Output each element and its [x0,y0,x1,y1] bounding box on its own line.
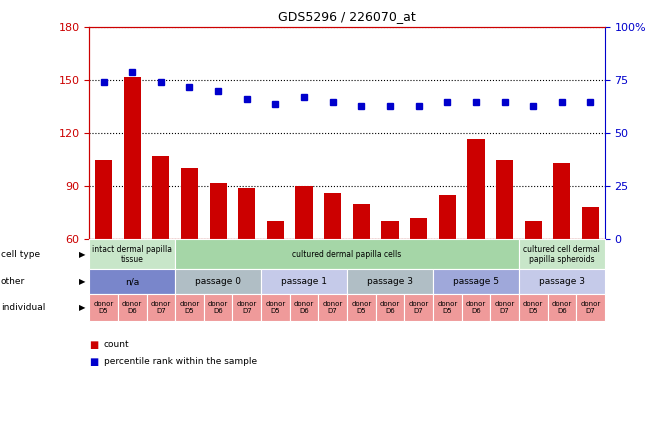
Text: ▶: ▶ [79,250,86,259]
Text: ■: ■ [89,357,98,367]
Text: donor
D5: donor D5 [265,301,286,314]
Text: donor
D5: donor D5 [523,301,543,314]
Bar [124,77,141,239]
Text: GDS5296 / 226070_at: GDS5296 / 226070_at [278,10,416,23]
Text: percentile rank within the sample: percentile rank within the sample [104,357,257,366]
Text: cultured dermal papilla cells: cultured dermal papilla cells [292,250,402,259]
Text: ▶: ▶ [79,303,86,312]
Bar [267,221,284,239]
Bar [210,183,227,239]
Text: other: other [1,277,25,286]
Text: donor
D6: donor D6 [552,301,572,314]
Text: passage 5: passage 5 [453,277,499,286]
Bar [238,188,255,239]
Bar [525,221,542,239]
Bar [582,207,599,239]
Text: donor
D6: donor D6 [208,301,228,314]
Text: donor
D7: donor D7 [494,301,515,314]
Bar [439,195,456,239]
Text: intact dermal papilla
tissue: intact dermal papilla tissue [92,244,173,264]
Text: individual: individual [1,303,45,312]
Text: ■: ■ [89,340,98,350]
Bar [353,204,370,239]
Bar [381,221,399,239]
Text: donor
D6: donor D6 [380,301,400,314]
Text: donor
D5: donor D5 [351,301,371,314]
Text: donor
D5: donor D5 [179,301,200,314]
Text: cultured cell dermal
papilla spheroids: cultured cell dermal papilla spheroids [524,244,600,264]
Text: donor
D7: donor D7 [580,301,601,314]
Text: passage 1: passage 1 [281,277,327,286]
Text: donor
D7: donor D7 [237,301,257,314]
Bar [181,168,198,239]
Bar [152,156,169,239]
Text: donor
D7: donor D7 [151,301,171,314]
Bar [553,163,570,239]
Text: passage 3: passage 3 [539,277,585,286]
Text: ▶: ▶ [79,277,86,286]
Text: donor
D7: donor D7 [408,301,429,314]
Text: donor
D6: donor D6 [294,301,314,314]
Text: donor
D7: donor D7 [323,301,343,314]
Bar [95,160,112,239]
Text: donor
D6: donor D6 [466,301,486,314]
Text: cell type: cell type [1,250,40,259]
Text: n/a: n/a [125,277,139,286]
Text: donor
D5: donor D5 [437,301,457,314]
Bar [295,186,313,239]
Bar [410,218,427,239]
Bar [467,139,485,239]
Text: passage 3: passage 3 [367,277,413,286]
Bar [496,160,513,239]
Text: count: count [104,340,130,349]
Text: donor
D6: donor D6 [122,301,142,314]
Text: donor
D5: donor D5 [93,301,114,314]
Text: passage 0: passage 0 [195,277,241,286]
Bar [324,193,341,239]
